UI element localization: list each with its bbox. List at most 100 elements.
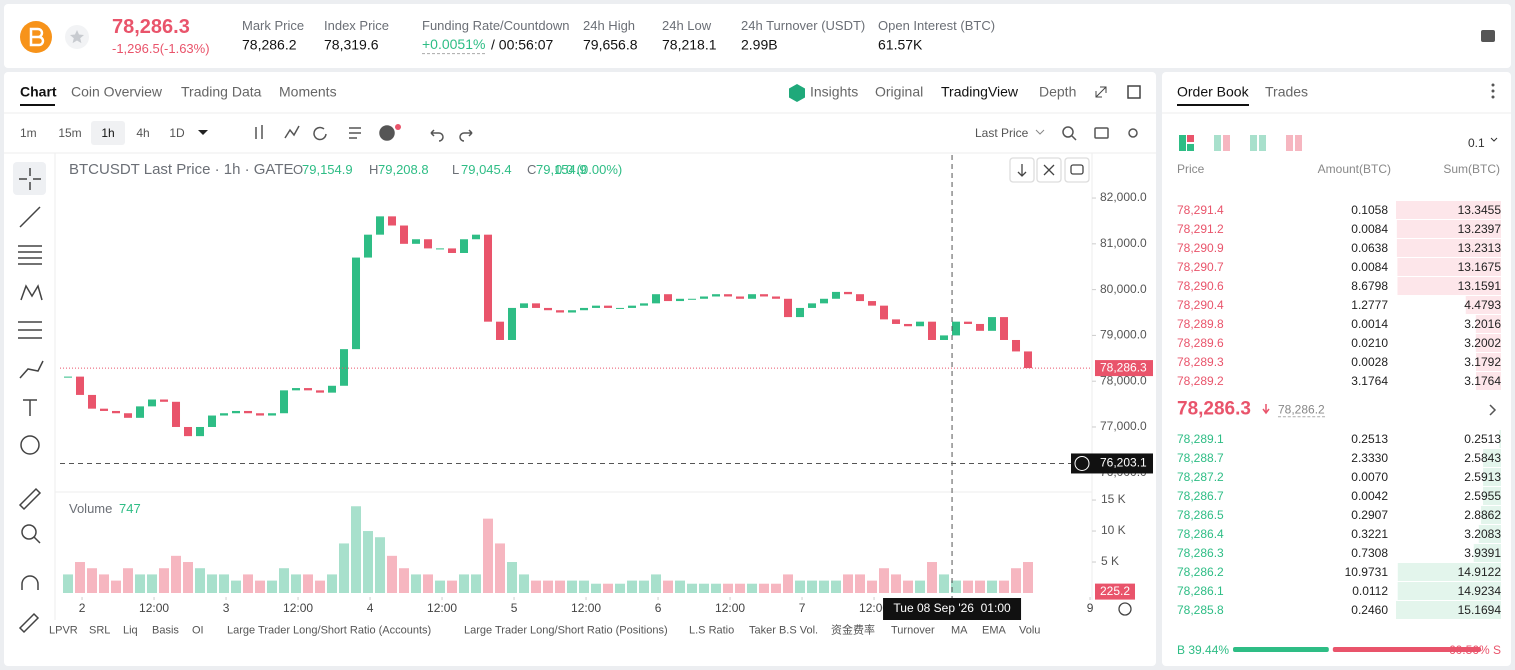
volume-bar <box>795 580 806 593</box>
candle-body <box>436 248 445 250</box>
volume-bar <box>711 583 722 593</box>
legend-key: O <box>293 162 304 178</box>
volume-bar <box>147 574 158 593</box>
candle-body <box>796 307 805 318</box>
ob-amount: 0.0112 <box>1352 583 1388 598</box>
x-tick-label: 6 <box>655 601 662 615</box>
depth-bar <box>1478 525 1501 543</box>
volume-bar <box>567 580 578 593</box>
ai-icon[interactable] <box>789 84 805 102</box>
interval[interactable]: 1h <box>101 125 115 140</box>
ob-price: 78,290.6 <box>1177 278 1224 293</box>
candle-body <box>568 310 577 313</box>
price-type[interactable]: Last Price <box>975 125 1029 140</box>
indicator[interactable]: LPVR <box>49 624 78 637</box>
ob-step[interactable]: 0.1 <box>1468 135 1485 150</box>
indicator[interactable]: SRL <box>89 624 111 637</box>
depth-toggle[interactable] <box>1179 135 1302 151</box>
indicator[interactable]: MA <box>951 624 968 637</box>
indicator[interactable]: Volu <box>1019 624 1041 637</box>
view-tab[interactable]: Original <box>875 83 924 100</box>
ob-amount: 0.0070 <box>1351 469 1388 484</box>
ob-tab[interactable]: Trades <box>1265 83 1309 100</box>
candle-body <box>124 413 133 418</box>
volume-bar <box>315 580 326 593</box>
depth-bar <box>1396 239 1501 257</box>
candle-body <box>136 406 145 418</box>
ob-price: 78,286.5 <box>1177 507 1224 522</box>
menu-icon[interactable] <box>1481 30 1495 42</box>
chart-tools[interactable] <box>255 125 1138 142</box>
window-icon[interactable] <box>1127 85 1141 99</box>
ob-amount: 0.1058 <box>1351 202 1388 217</box>
drawing-tools[interactable] <box>18 168 44 634</box>
candle-body <box>64 376 73 378</box>
volume-bar <box>255 580 266 593</box>
chart-controls[interactable] <box>1009 157 1132 616</box>
volume-bar <box>363 531 374 593</box>
ob-tab[interactable]: Order Book <box>1177 83 1249 100</box>
candle-body <box>172 401 181 427</box>
indicator[interactable]: Liq <box>123 624 138 637</box>
indicator[interactable]: Turnover <box>891 624 935 637</box>
candle-body <box>388 216 397 226</box>
candle-body <box>508 307 517 340</box>
volume-bar <box>615 583 626 593</box>
indicator[interactable]: OI <box>192 624 204 637</box>
candle-body <box>412 239 421 244</box>
volume-bar <box>75 562 86 593</box>
candle-body <box>928 321 937 340</box>
indicator[interactable]: Taker B.S Vol. <box>749 624 819 637</box>
chart-tab[interactable]: Chart <box>20 83 57 100</box>
interval-selected <box>91 121 125 145</box>
interval[interactable]: 1m <box>20 125 37 140</box>
volume-bar <box>627 580 638 593</box>
view-tab[interactable]: TradingView <box>941 83 1019 100</box>
star-icon[interactable] <box>69 30 84 44</box>
ob-price: 78,290.7 <box>1177 259 1224 274</box>
volume-bar <box>951 580 962 593</box>
stat-label: Funding Rate/Countdown <box>422 18 570 34</box>
legend-value: 79,045.4 <box>461 162 512 178</box>
view-tab[interactable]: Depth <box>1039 83 1077 100</box>
candle-body <box>700 296 709 299</box>
x-tick-label: 12:00 <box>715 601 745 615</box>
volume-bar <box>867 580 878 593</box>
candle-body <box>232 410 241 414</box>
chart-tab[interactable]: Moments <box>279 83 337 100</box>
x-tick-label: 12:00 <box>571 601 601 615</box>
interval[interactable]: 15m <box>58 125 82 140</box>
indicator[interactable]: Large Trader Long/Short Ratio (Accounts) <box>227 624 432 637</box>
depth-bar <box>1476 372 1501 390</box>
volume-bar <box>303 574 314 593</box>
dropdown[interactable] <box>198 130 208 135</box>
ob-amount: 0.0014 <box>1351 316 1388 331</box>
volume-bar <box>843 574 854 593</box>
chart-tab[interactable]: Trading Data <box>181 83 262 100</box>
volume-bar <box>591 583 602 593</box>
indicator[interactable]: 资金费率 <box>831 624 875 637</box>
interval[interactable]: 4h <box>136 125 150 140</box>
indicator[interactable]: L.S Ratio <box>689 624 735 637</box>
tool-selected[interactable] <box>13 162 46 195</box>
x-tick-label: 7 <box>799 601 806 615</box>
indicator[interactable]: Large Trader Long/Short Ratio (Positions… <box>464 624 668 637</box>
ob-amount: 0.0638 <box>1351 240 1388 255</box>
expand-icon[interactable] <box>1095 86 1107 98</box>
price-label-bg <box>1095 360 1153 377</box>
volume-bar <box>171 555 182 593</box>
view-tab[interactable]: Insights <box>810 83 859 100</box>
indicator[interactable]: Basis <box>152 624 179 637</box>
ob-amount: 8.6798 <box>1351 278 1388 293</box>
depth-bar <box>1499 430 1501 448</box>
interval[interactable]: 1D <box>169 125 185 140</box>
ob-sum: 13.2313 <box>1457 240 1501 255</box>
depth-bar <box>1396 201 1501 219</box>
candle-body <box>904 323 913 327</box>
stat-label: 24h Low <box>662 18 712 34</box>
stat-label: 24h High <box>583 18 636 34</box>
ob-sum: 2.8862 <box>1464 507 1501 522</box>
chart-tab[interactable]: Coin Overview <box>71 83 163 100</box>
volume-bar <box>327 574 338 593</box>
indicator[interactable]: EMA <box>982 624 1006 637</box>
